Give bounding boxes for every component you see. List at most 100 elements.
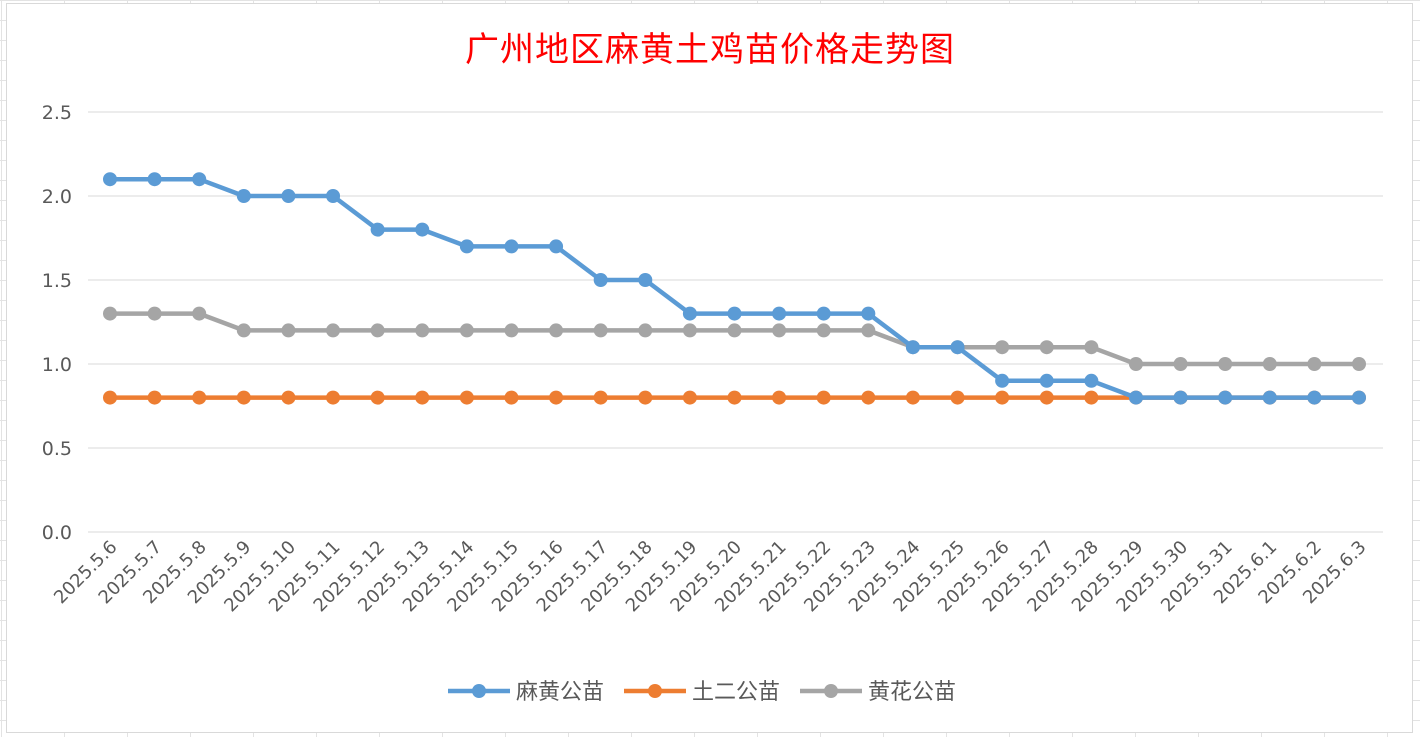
data-point[interactable]: [281, 390, 296, 405]
data-point[interactable]: [1173, 357, 1188, 371]
data-point[interactable]: [995, 390, 1010, 405]
y-tick-label: 2.0: [42, 186, 72, 208]
legend-item[interactable]: 麻黄公苗: [448, 680, 604, 705]
data-point[interactable]: [147, 390, 162, 405]
series-2: [103, 306, 1366, 371]
gridlines: [88, 111, 1383, 533]
data-point[interactable]: [995, 340, 1010, 355]
data-point[interactable]: [1128, 390, 1143, 405]
data-point[interactable]: [682, 390, 697, 405]
data-point[interactable]: [147, 172, 162, 187]
data-point[interactable]: [1307, 357, 1322, 371]
data-point[interactable]: [772, 390, 787, 405]
data-point[interactable]: [103, 306, 117, 321]
data-point[interactable]: [549, 390, 564, 405]
data-point[interactable]: [415, 390, 430, 405]
chart-title: 广州地区麻黄土鸡苗价格走势图: [465, 30, 955, 70]
data-point[interactable]: [727, 323, 742, 338]
data-point[interactable]: [995, 373, 1010, 388]
data-point[interactable]: [415, 222, 430, 237]
data-point[interactable]: [549, 323, 564, 338]
legend-item[interactable]: 土二公苗: [624, 680, 780, 705]
data-point[interactable]: [192, 172, 207, 187]
legend-item[interactable]: 黄花公苗: [800, 680, 956, 705]
data-point[interactable]: [950, 340, 965, 355]
data-point[interactable]: [192, 390, 207, 405]
data-point[interactable]: [1218, 390, 1233, 405]
data-point[interactable]: [727, 306, 742, 321]
data-point[interactable]: [1084, 390, 1099, 405]
data-point[interactable]: [1084, 340, 1099, 355]
data-point[interactable]: [593, 390, 608, 405]
data-point[interactable]: [1173, 390, 1188, 405]
data-point[interactable]: [905, 390, 920, 405]
data-point[interactable]: [861, 323, 876, 338]
legend-label: 黄花公苗: [868, 680, 956, 705]
data-point[interactable]: [459, 323, 474, 338]
data-point[interactable]: [236, 323, 251, 338]
data-point[interactable]: [638, 273, 653, 287]
data-point[interactable]: [1128, 357, 1143, 371]
data-point[interactable]: [905, 340, 920, 355]
legend: 麻黄公苗 土二公苗 黄花公苗: [448, 680, 956, 705]
data-point[interactable]: [861, 306, 876, 321]
data-point[interactable]: [1039, 373, 1054, 388]
data-point[interactable]: [326, 323, 341, 338]
y-tick-label: 2.5: [42, 102, 72, 124]
data-point[interactable]: [1307, 390, 1322, 405]
data-point[interactable]: [1262, 357, 1277, 371]
data-point[interactable]: [1084, 373, 1099, 388]
data-point[interactable]: [1262, 390, 1277, 405]
data-point[interactable]: [281, 323, 296, 338]
data-point[interactable]: [370, 222, 385, 237]
data-point[interactable]: [459, 390, 474, 405]
data-point[interactable]: [103, 172, 117, 187]
data-point[interactable]: [370, 390, 385, 405]
data-point[interactable]: [682, 306, 697, 321]
data-point[interactable]: [638, 323, 653, 338]
data-point[interactable]: [459, 239, 474, 254]
data-point[interactable]: [147, 306, 162, 321]
data-point[interactable]: [1352, 357, 1366, 371]
series-line: [110, 311, 1359, 367]
data-point[interactable]: [192, 306, 207, 321]
y-tick-label: 0.5: [42, 438, 72, 460]
data-point[interactable]: [236, 390, 251, 405]
data-point[interactable]: [504, 390, 519, 405]
y-axis-ticks: 0.0 0.5 1.0 1.5 2.0 2.5: [42, 102, 72, 544]
data-point[interactable]: [772, 323, 787, 338]
data-point[interactable]: [772, 306, 787, 321]
data-point[interactable]: [1352, 390, 1366, 405]
data-point[interactable]: [504, 323, 519, 338]
data-point[interactable]: [816, 390, 831, 405]
data-point[interactable]: [593, 323, 608, 338]
data-point[interactable]: [415, 323, 430, 338]
data-point[interactable]: [861, 390, 876, 405]
legend-label: 土二公苗: [692, 680, 780, 705]
data-point[interactable]: [326, 390, 341, 405]
legend-marker: [472, 684, 486, 698]
data-point[interactable]: [593, 273, 608, 287]
data-point[interactable]: [1218, 357, 1233, 371]
data-point[interactable]: [727, 390, 742, 405]
data-point[interactable]: [816, 306, 831, 321]
data-point[interactable]: [370, 323, 385, 338]
data-point[interactable]: [236, 189, 251, 203]
y-tick-label: 1.5: [42, 270, 72, 292]
data-point[interactable]: [326, 189, 341, 203]
data-point[interactable]: [950, 390, 965, 405]
data-point[interactable]: [504, 239, 519, 254]
y-tick-label: 0.0: [42, 522, 72, 544]
data-point[interactable]: [549, 239, 564, 254]
data-point[interactable]: [281, 189, 296, 203]
data-point[interactable]: [1039, 340, 1054, 355]
data-point[interactable]: [638, 390, 653, 405]
data-point[interactable]: [682, 323, 697, 338]
y-tick-label: 1.0: [42, 354, 72, 376]
legend-label: 麻黄公苗: [516, 680, 604, 705]
data-point[interactable]: [1039, 390, 1054, 405]
series-lines: [103, 172, 1366, 405]
data-point[interactable]: [816, 323, 831, 338]
data-point[interactable]: [103, 390, 117, 405]
